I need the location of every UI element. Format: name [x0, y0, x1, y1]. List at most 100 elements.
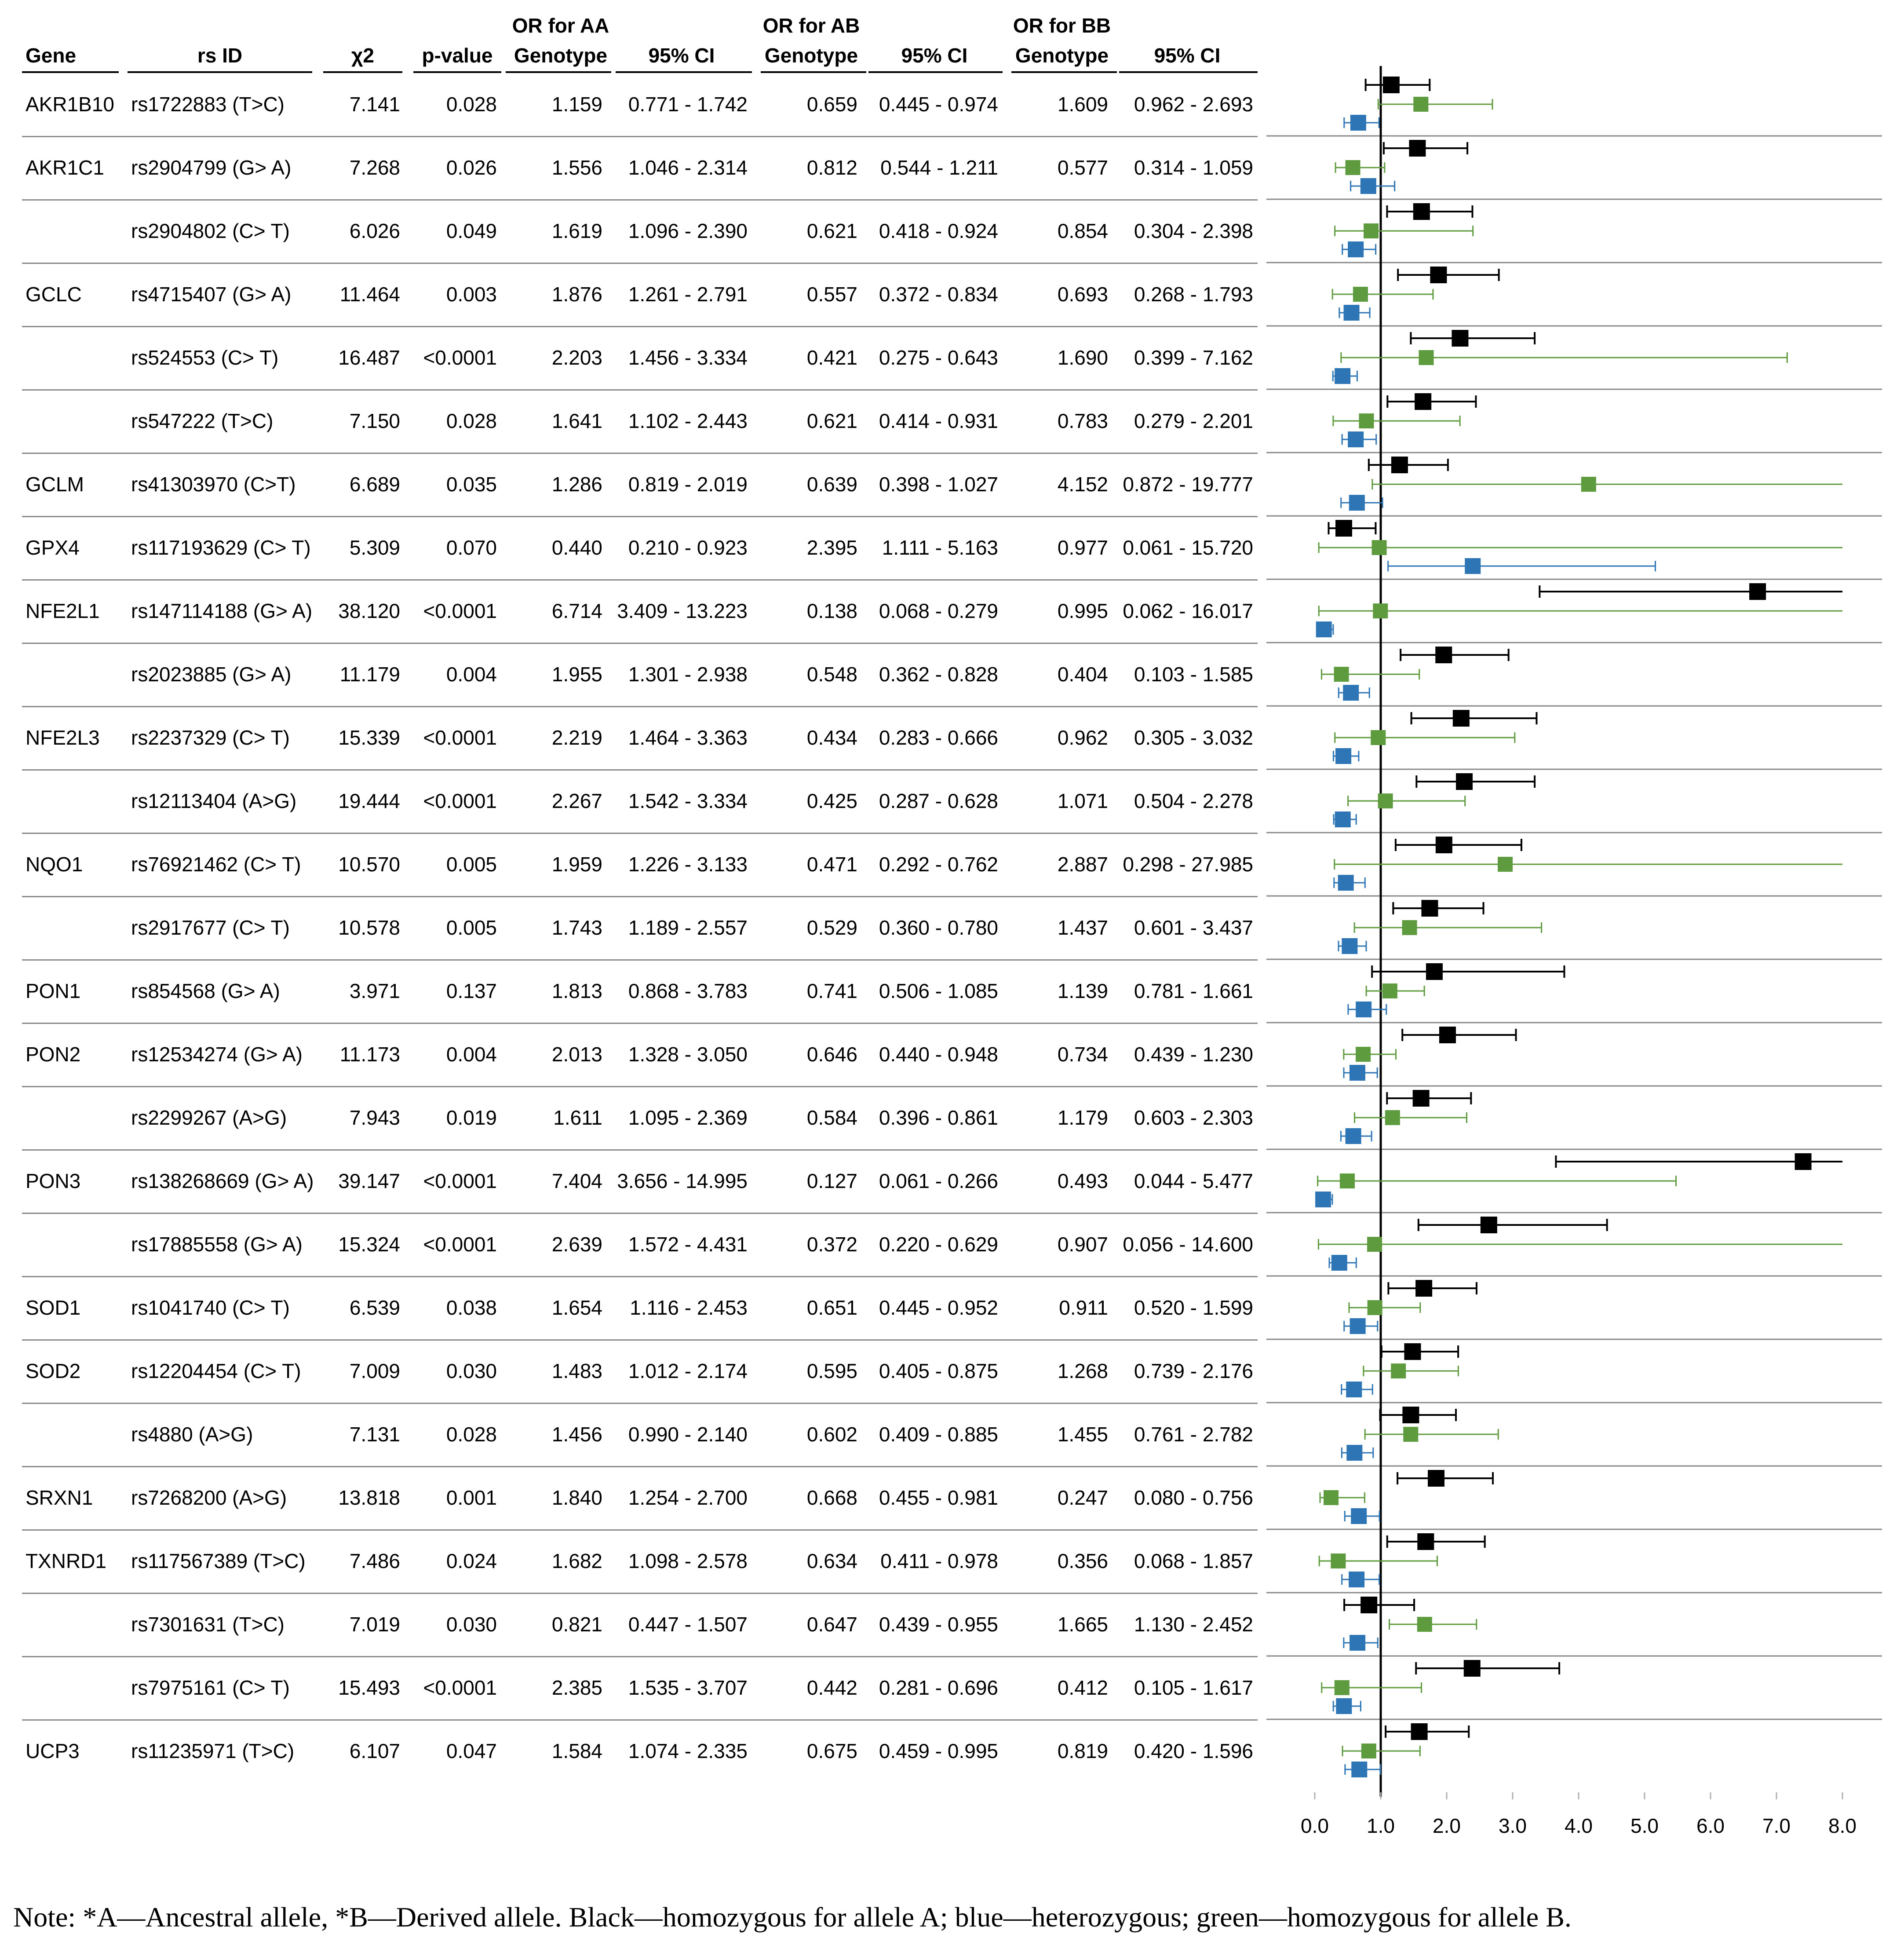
or-point-ab — [1346, 1445, 1363, 1461]
header-gene: Gene — [26, 44, 77, 67]
cell-or-bb: 0.247 — [1057, 1486, 1108, 1509]
cell-or-ab: 0.634 — [806, 1550, 857, 1572]
cell-pvalue: 0.024 — [446, 1550, 497, 1572]
header-or-aa-line2: Genotype — [514, 44, 608, 67]
cell-rsid: rs7975161 (C> T) — [131, 1676, 290, 1699]
cell-pvalue: <0.0001 — [423, 1233, 497, 1256]
cell-chi2: 7.150 — [349, 409, 400, 432]
cell-ci-ab: 0.372 - 0.834 — [879, 283, 998, 306]
cell-rsid: rs1041740 (C> T) — [131, 1296, 290, 1319]
cell-ci-ab: 0.292 - 0.762 — [879, 853, 998, 876]
cell-chi2: 10.570 — [338, 853, 400, 876]
cell-ci-ab: 0.455 - 0.981 — [879, 1486, 998, 1509]
cell-or-aa: 0.440 — [551, 536, 602, 559]
cell-or-ab: 0.557 — [806, 283, 857, 306]
cell-rsid: rs2904799 (G> A) — [131, 156, 292, 179]
or-point-bb — [1498, 857, 1513, 872]
cell-ci-aa: 1.456 - 3.334 — [628, 346, 748, 369]
or-point-aa — [1749, 583, 1766, 600]
cell-ci-bb: 0.739 - 2.176 — [1134, 1360, 1253, 1382]
cell-or-aa: 1.959 — [551, 853, 602, 876]
or-point-aa — [1435, 837, 1452, 853]
cell-ci-ab: 0.445 - 0.952 — [879, 1296, 998, 1319]
cell-ci-bb: 0.298 - 27.985 — [1123, 853, 1253, 876]
header-underline-pvalue — [413, 71, 501, 73]
or-point-ab — [1331, 1255, 1347, 1271]
cell-pvalue: 0.047 — [446, 1740, 497, 1762]
or-point-ab — [1336, 1698, 1352, 1714]
cell-or-aa: 1.619 — [551, 219, 602, 242]
row-separator — [22, 1339, 1258, 1341]
cell-ci-aa: 1.098 - 2.578 — [628, 1550, 748, 1572]
table-row: SOD1 rs1041740 (C> T) 6.539 0.038 1.654 1.116… — [0, 1276, 1266, 1339]
cell-pvalue: 0.049 — [446, 219, 497, 242]
cell-ci-ab: 0.440 - 0.948 — [879, 1043, 998, 1066]
cell-chi2: 16.487 — [338, 346, 400, 369]
cell-rsid: rs117193629 (C> T) — [131, 536, 311, 559]
cell-chi2: 5.309 — [349, 536, 400, 559]
header-rsid: rs ID — [197, 44, 243, 67]
cell-or-ab: 0.595 — [806, 1360, 857, 1382]
cell-ci-ab: 0.405 - 0.875 — [879, 1360, 998, 1382]
cell-pvalue: <0.0001 — [423, 1676, 497, 1699]
x-tick-label: 0.0 — [1301, 1814, 1329, 1837]
cell-or-ab: 0.471 — [806, 853, 857, 876]
row-separator — [22, 453, 1258, 454]
or-point-aa — [1426, 963, 1443, 980]
table-row: PON2 rs12534274 (G> A) 11.173 0.004 2.013 1.3… — [0, 1023, 1266, 1086]
or-point-ab — [1351, 1508, 1367, 1524]
row-separator — [22, 1023, 1258, 1024]
cell-ci-ab: 0.061 - 0.266 — [879, 1170, 998, 1192]
cell-or-bb: 0.577 — [1057, 156, 1108, 179]
cell-or-bb: 1.071 — [1057, 790, 1108, 812]
table-row: NFE2L1 rs147114188 (G> A) 38.120 <0.0001 6.7… — [0, 579, 1266, 643]
or-point-ab — [1350, 1635, 1366, 1651]
cell-pvalue: <0.0001 — [423, 599, 497, 622]
cell-or-ab: 0.548 — [806, 663, 857, 686]
row-separator — [22, 1719, 1258, 1721]
cell-pvalue: 0.019 — [446, 1106, 497, 1129]
or-point-bb — [1403, 1427, 1419, 1442]
cell-ci-bb: 0.439 - 1.230 — [1134, 1043, 1253, 1066]
or-point-aa — [1439, 1027, 1456, 1043]
or-point-aa — [1452, 330, 1469, 347]
cell-ci-aa: 1.046 - 2.314 — [628, 156, 748, 179]
or-point-ab — [1343, 685, 1359, 701]
cell-or-ab: 0.621 — [806, 409, 857, 432]
row-separator — [22, 1213, 1258, 1214]
cell-or-aa: 2.385 — [551, 1676, 602, 1699]
row-separator — [22, 706, 1258, 707]
cell-ci-bb: 0.399 - 7.162 — [1134, 346, 1253, 369]
row-separator — [22, 389, 1258, 391]
cell-or-aa: 7.404 — [551, 1170, 602, 1192]
cell-ci-aa: 1.012 - 2.174 — [628, 1360, 748, 1382]
cell-or-bb: 0.819 — [1057, 1740, 1108, 1762]
cell-or-bb: 1.437 — [1057, 916, 1108, 939]
cell-or-ab: 0.138 — [806, 599, 857, 622]
cell-rsid: rs11235971 (T>C) — [131, 1740, 295, 1762]
or-point-ab — [1351, 1762, 1368, 1777]
or-point-bb — [1367, 1300, 1382, 1315]
cell-or-aa: 1.840 — [551, 1486, 602, 1509]
cell-rsid: rs41303970 (C>T) — [131, 473, 296, 496]
cell-ci-aa: 1.095 - 2.369 — [628, 1106, 748, 1129]
header-underline-chi2 — [323, 71, 402, 73]
cell-ci-bb: 0.601 - 3.437 — [1134, 916, 1253, 939]
cell-ci-ab: 0.360 - 0.780 — [879, 916, 998, 939]
table-row: PON3 rs138268669 (G> A) 39.147 <0.0001 7.404… — [0, 1149, 1266, 1213]
row-separator — [22, 326, 1258, 327]
or-point-bb — [1339, 1173, 1355, 1188]
or-point-aa — [1463, 1660, 1481, 1677]
table-row: rs17885558 (G> A) 15.324 <0.0001 2.639 1.572… — [0, 1213, 1266, 1276]
cell-or-ab: 0.529 — [806, 916, 857, 939]
cell-ci-ab: 0.275 - 0.643 — [879, 346, 998, 369]
cell-rsid: rs2917677 (C> T) — [131, 916, 290, 939]
cell-or-aa: 1.813 — [551, 980, 602, 1002]
row-separator — [22, 579, 1258, 581]
cell-or-ab: 0.668 — [806, 1486, 857, 1509]
header-underline-or-aa — [506, 71, 611, 73]
header-or-ab-line2: Genotype — [764, 44, 858, 67]
cell-chi2: 6.026 — [349, 219, 400, 242]
header-underline-rsid — [128, 71, 312, 73]
table-row: AKR1C1 rs2904799 (G> A) 7.268 0.026 1.556 1.0… — [0, 136, 1266, 199]
